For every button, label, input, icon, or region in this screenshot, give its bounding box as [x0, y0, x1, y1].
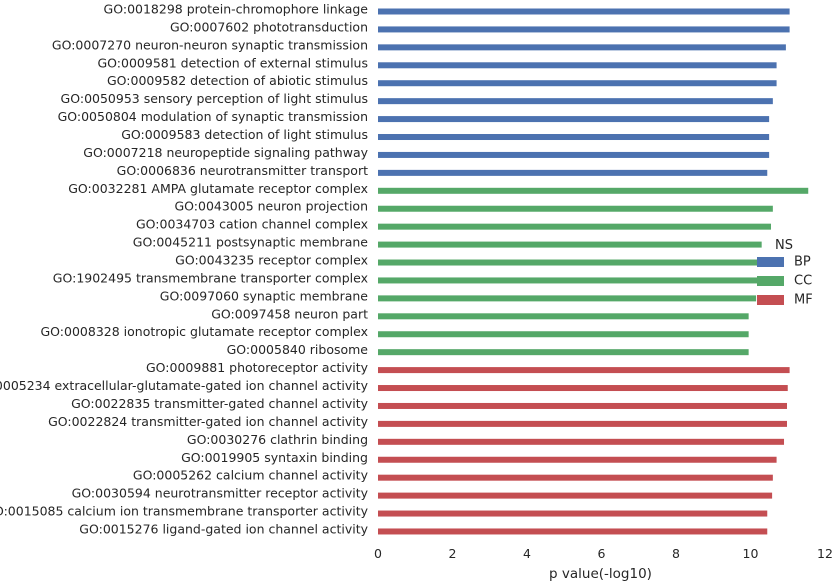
bars-layer: [378, 8, 809, 535]
legend-title: NS: [775, 238, 793, 253]
bar-mf: [378, 420, 787, 427]
category-label: GO:0032281 AMPA glutamate receptor compl…: [68, 181, 368, 196]
bar-mf: [378, 367, 790, 374]
bar-mf: [378, 402, 787, 409]
category-label: GO:0030594 neurotransmitter receptor act…: [72, 486, 369, 501]
category-label: GO:0009881 photoreceptor activity: [146, 360, 369, 375]
bar-mf: [378, 456, 777, 463]
bar-cc: [378, 277, 758, 284]
category-label: GO:1902495 transmembrane transporter com…: [53, 270, 368, 285]
x-tick-label: 6: [598, 546, 606, 561]
category-label: GO:0050804 modulation of synaptic transm…: [58, 109, 368, 124]
bar-mf: [378, 492, 773, 499]
legend-swatch-cc: [757, 276, 784, 286]
x-tick-label: 4: [523, 546, 531, 561]
bar-bp: [378, 116, 770, 123]
bar-mf: [378, 438, 785, 445]
bar-cc: [378, 313, 749, 320]
category-label: GO:0043005 neuron projection: [174, 199, 368, 214]
x-tick-label: 10: [743, 546, 759, 561]
bar-bp: [378, 26, 790, 33]
bar-bp: [378, 134, 770, 141]
category-label: GO:0097458 neuron part: [211, 306, 368, 321]
category-label: GO:0009581 detection of external stimulu…: [98, 55, 369, 70]
legend-label-bp: BP: [794, 255, 811, 270]
legend-swatch-mf: [757, 295, 784, 305]
bar-mf: [378, 528, 768, 535]
category-label: GO:0005262 calcium channel activity: [133, 468, 369, 483]
bar-cc: [378, 205, 773, 212]
category-label: GO:0045211 postsynaptic membrane: [133, 235, 369, 250]
category-label: GO:0097060 synaptic membrane: [160, 288, 369, 303]
category-label: GO:0008328 ionotropic glutamate receptor…: [41, 324, 369, 339]
category-label: GO:0018298 protein-chromophore linkage: [104, 2, 369, 17]
category-label: GO:0022824 transmitter-gated ion channel…: [48, 414, 369, 429]
category-label: GO:0019905 syntaxin binding: [181, 450, 368, 465]
category-label: GO:0007270 neuron-neuron synaptic transm…: [52, 37, 368, 52]
category-label: GO:0005234 extracellular-glutamate-gated…: [0, 378, 369, 393]
bar-mf: [378, 510, 768, 517]
bar-cc: [378, 241, 762, 248]
legend-swatch-bp: [757, 257, 784, 267]
bar-cc: [378, 331, 749, 338]
bar-bp: [378, 44, 786, 51]
bar-bp: [378, 62, 777, 69]
x-tick-label: 0: [374, 546, 382, 561]
category-label: GO:0007602 phototransduction: [170, 19, 368, 34]
category-label: GO:0006836 neurotransmitter transport: [117, 163, 368, 178]
bar-cc: [378, 295, 757, 302]
bar-cc: [378, 259, 760, 266]
bar-bp: [378, 151, 770, 158]
bar-cc: [378, 349, 749, 356]
legend: NS BP CC MF: [757, 238, 813, 308]
bar-cc: [378, 187, 809, 194]
category-labels: GO:0018298 protein-chromophore linkage GO…: [0, 2, 369, 537]
category-label: GO:0030276 clathrin binding: [187, 432, 368, 447]
bar-mf: [378, 385, 788, 392]
bar-mf: [378, 474, 773, 481]
legend-label-cc: CC: [794, 274, 812, 289]
bar-cc: [378, 223, 771, 230]
bar-bp: [378, 8, 790, 15]
x-axis-ticks: 0 2 4 6 8 10 12: [374, 546, 833, 561]
category-label: GO:0007218 neuropeptide signaling pathwa…: [83, 145, 368, 160]
x-tick-label: 8: [672, 546, 680, 561]
legend-entries: BP CC MF: [757, 255, 813, 308]
category-label: GO:0005840 ribosome: [227, 342, 369, 357]
category-label: GO:0009583 detection of light stimulus: [121, 127, 368, 142]
category-label: GO:0015276 ligand-gated ion channel acti…: [79, 521, 368, 536]
category-label: GO:0022835 transmitter-gated channel act…: [71, 396, 368, 411]
category-label: GO:0009582 detection of abiotic stimulus: [107, 73, 368, 88]
category-label: GO:0015085 calcium ion transmembrane tra…: [0, 504, 369, 519]
x-tick-label: 12: [817, 546, 833, 561]
legend-label-mf: MF: [794, 293, 813, 308]
category-label: GO:0050953 sensory perception of light s…: [61, 91, 368, 106]
bar-bp: [378, 98, 773, 105]
category-label: GO:0043235 receptor complex: [175, 253, 368, 268]
x-tick-label: 2: [449, 546, 457, 561]
category-label: GO:0034703 cation channel complex: [136, 217, 368, 232]
bar-bp: [378, 80, 777, 87]
bar-bp: [378, 169, 768, 176]
x-axis-label: p value(-log10): [549, 566, 652, 582]
